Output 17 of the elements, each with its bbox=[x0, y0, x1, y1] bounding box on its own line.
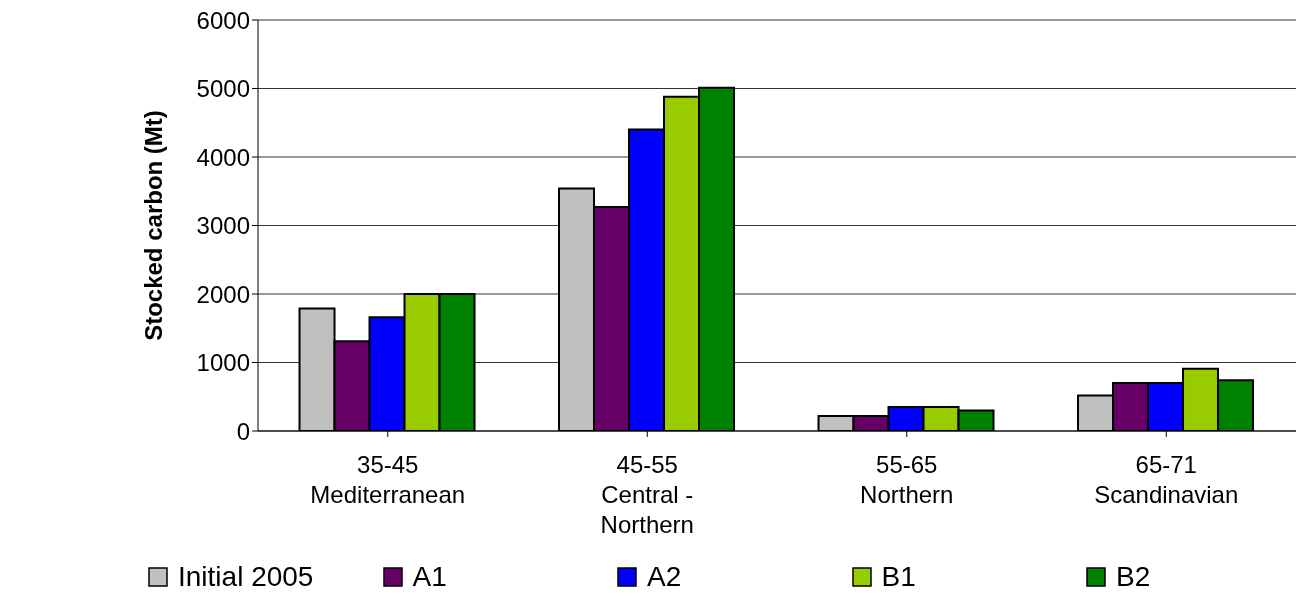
legend-label: Initial 2005 bbox=[178, 561, 314, 593]
legend-label: A1 bbox=[412, 561, 447, 593]
y-tick-label: 5000 bbox=[196, 75, 250, 103]
legend-label: A2 bbox=[647, 561, 682, 593]
x-tick-label: 55-65 Northern bbox=[860, 451, 954, 508]
x-tick-label: 45-55 Central - Northern bbox=[600, 451, 694, 538]
y-tick-label: 1000 bbox=[196, 349, 250, 377]
x-tick-label: 65-71 Scandinavian bbox=[1094, 451, 1239, 508]
y-tick-label: 4000 bbox=[196, 143, 250, 171]
y-tick-label: 3000 bbox=[196, 212, 250, 240]
y-tick-label: 2000 bbox=[196, 280, 250, 308]
x-tick-label: 35-45 Mediterranean bbox=[310, 451, 466, 508]
legend-label: B1 bbox=[881, 561, 916, 593]
y-axis-title: Stocked carbon (Mt) bbox=[139, 110, 167, 341]
y-tick-label: 0 bbox=[236, 417, 250, 445]
legend-label: B2 bbox=[1116, 561, 1151, 593]
y-tick-label: 6000 bbox=[196, 6, 250, 34]
